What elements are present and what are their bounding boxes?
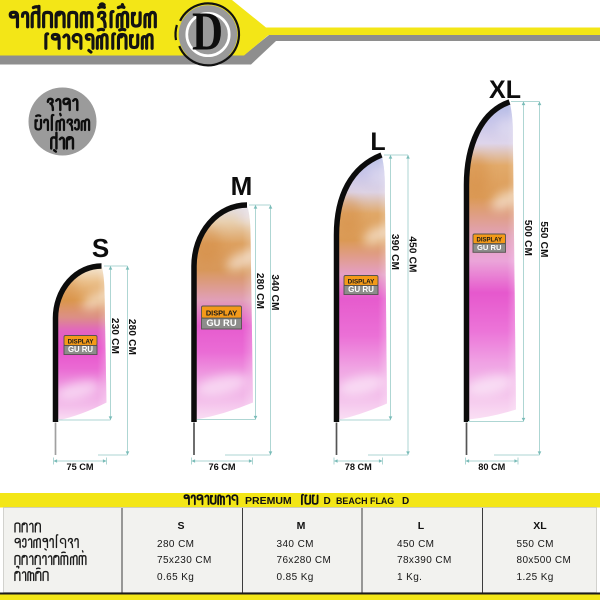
svg-text:1.25 Kg: 1.25 Kg bbox=[517, 572, 554, 583]
svg-text:78 CM: 78 CM bbox=[345, 462, 372, 472]
svg-text:500 CM: 500 CM bbox=[522, 220, 533, 256]
svg-text:340 CM: 340 CM bbox=[269, 274, 280, 310]
svg-text:76x280 CM: 76x280 CM bbox=[277, 555, 332, 566]
svg-text:80 CM: 80 CM bbox=[478, 462, 505, 472]
svg-text:280 CM: 280 CM bbox=[157, 539, 194, 550]
svg-text:340 CM: 340 CM bbox=[277, 539, 314, 550]
svg-text:XL: XL bbox=[489, 76, 521, 104]
svg-text:0.85 Kg: 0.85 Kg bbox=[277, 572, 314, 583]
svg-text:XL: XL bbox=[533, 520, 547, 532]
svg-text:D: D bbox=[402, 496, 409, 507]
svg-text:1 Kg.: 1 Kg. bbox=[397, 572, 422, 583]
svg-text:D: D bbox=[192, 0, 223, 61]
svg-text:L: L bbox=[418, 520, 425, 532]
svg-text:280 CM: 280 CM bbox=[126, 319, 137, 355]
svg-text:GU RU: GU RU bbox=[68, 345, 93, 354]
svg-text:DISPLAY: DISPLAY bbox=[68, 338, 94, 345]
svg-text:0.65 Kg: 0.65 Kg bbox=[157, 572, 194, 583]
svg-text:78x390 CM: 78x390 CM bbox=[397, 555, 452, 566]
svg-text:GU RU: GU RU bbox=[206, 317, 236, 328]
svg-text:D: D bbox=[324, 496, 331, 507]
svg-text:L: L bbox=[370, 128, 385, 156]
svg-text:390 CM: 390 CM bbox=[389, 234, 400, 270]
svg-text:DISPLAY: DISPLAY bbox=[477, 238, 502, 244]
svg-text:GU RU: GU RU bbox=[477, 243, 502, 252]
svg-text:DISPLAY: DISPLAY bbox=[348, 278, 376, 285]
svg-text:550 CM: 550 CM bbox=[517, 539, 554, 550]
svg-text:450 CM: 450 CM bbox=[407, 236, 418, 272]
svg-text:450 CM: 450 CM bbox=[397, 539, 434, 550]
svg-text:75x230 CM: 75x230 CM bbox=[157, 555, 212, 566]
svg-text:280 CM: 280 CM bbox=[254, 273, 265, 309]
svg-text:80x500 CM: 80x500 CM bbox=[517, 555, 572, 566]
svg-text:76 CM: 76 CM bbox=[208, 462, 235, 472]
svg-text:75 CM: 75 CM bbox=[66, 462, 93, 472]
svg-text:S: S bbox=[92, 233, 109, 263]
svg-text:550 CM: 550 CM bbox=[538, 221, 549, 257]
svg-text:M: M bbox=[231, 171, 253, 201]
svg-text:M: M bbox=[297, 520, 306, 532]
svg-text:DISPLAY: DISPLAY bbox=[206, 309, 237, 318]
svg-text:PREMUM: PREMUM bbox=[245, 495, 292, 507]
svg-text:BEACH FLAG: BEACH FLAG bbox=[336, 496, 394, 506]
svg-text:230 CM: 230 CM bbox=[109, 318, 120, 354]
svg-text:GU RU: GU RU bbox=[348, 285, 374, 294]
svg-text:S: S bbox=[177, 520, 184, 532]
